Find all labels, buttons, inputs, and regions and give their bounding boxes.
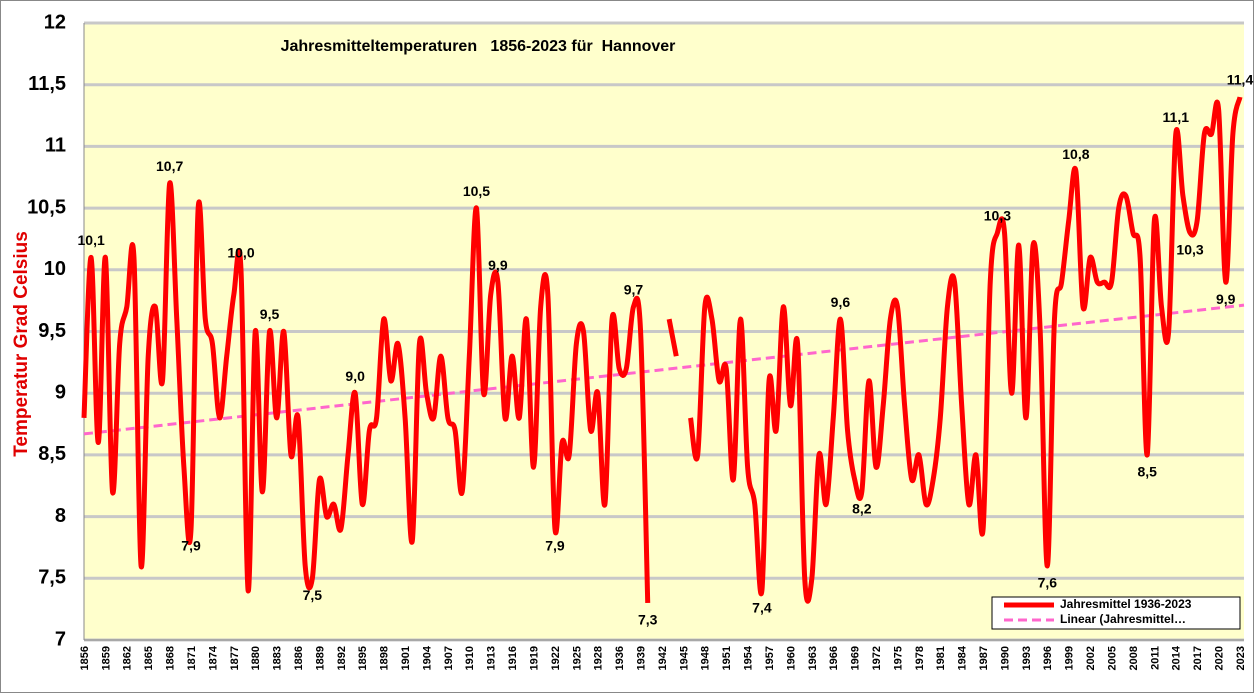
- x-tick-label: 2017: [1192, 646, 1204, 670]
- x-tick-label: 1907: [443, 646, 455, 670]
- legend-label: Linear (Jahresmittel…: [1060, 612, 1186, 626]
- y-tick-label: 10: [44, 258, 66, 280]
- x-tick-label: 1910: [464, 646, 476, 670]
- x-tick-label: 1913: [486, 646, 498, 670]
- data-label: 9,9: [488, 257, 508, 273]
- data-label: 9,5: [260, 306, 280, 322]
- x-tick-label: 2023: [1235, 646, 1247, 670]
- x-tick-label: 2014: [1171, 645, 1183, 670]
- legend-label: Jahresmittel 1936-2023: [1060, 597, 1192, 611]
- data-label: 7,9: [181, 538, 201, 554]
- trend-line: [83, 303, 1245, 436]
- x-tick-label: 1856: [79, 646, 91, 670]
- x-tick-label: 1871: [186, 646, 198, 670]
- data-label: 10,3: [1176, 241, 1203, 257]
- y-tick-label: 9: [55, 381, 66, 403]
- x-tick-label: 1880: [250, 646, 262, 670]
- y-tick-label: 10,5: [27, 196, 66, 218]
- data-label: 7,5: [303, 587, 323, 603]
- data-line: [81, 96, 1243, 604]
- x-tick-label: 1898: [379, 646, 391, 670]
- y-tick-label: 8,5: [38, 443, 66, 465]
- x-tick-label: 1895: [357, 646, 369, 670]
- x-tick-label: 1978: [914, 646, 926, 670]
- x-tick-label: 1957: [764, 646, 776, 670]
- x-tick-label: 2008: [1128, 646, 1140, 670]
- x-tick-label: 1922: [550, 646, 562, 670]
- marks: [81, 96, 1245, 604]
- x-tick-label: 1859: [100, 646, 112, 670]
- x-tick-label: 1993: [1021, 646, 1033, 670]
- x-tick-label: 1990: [999, 646, 1011, 670]
- data-label: 10,3: [984, 207, 1011, 223]
- x-tick-label: 1916: [507, 646, 519, 670]
- data-label: 7,9: [545, 538, 565, 554]
- x-tick-label: 1948: [700, 646, 712, 670]
- x-tick-label: 1939: [635, 646, 647, 670]
- data-label: 10,8: [1062, 146, 1089, 162]
- y-tick-label: 12: [44, 11, 66, 33]
- x-tick-label: 1865: [143, 646, 155, 670]
- x-tick-label: 2020: [1213, 646, 1225, 670]
- x-tick-label: 1945: [678, 646, 690, 670]
- x-tick-label: 1862: [122, 646, 134, 670]
- x-tick-label: 1904: [421, 645, 433, 670]
- legend-box: [991, 596, 1241, 630]
- data-label: 9,0: [345, 368, 365, 384]
- x-tick-label: 1984: [957, 645, 969, 670]
- y-tick-label: 11,5: [28, 73, 66, 95]
- x-tick-label: 1981: [935, 646, 947, 670]
- y-axis-title: Temperatur Grad Celsius: [11, 231, 32, 457]
- x-tick-label: 1942: [657, 646, 669, 670]
- data-label: 9,7: [624, 282, 644, 298]
- data-label: 11,1: [1163, 109, 1190, 125]
- x-tick-label: 1928: [593, 646, 605, 670]
- y-tick-label: 7,5: [38, 567, 66, 589]
- y-tick-label: 7: [55, 628, 66, 650]
- y-tick-label: 11: [45, 135, 66, 157]
- x-tick-label: 1951: [721, 646, 733, 670]
- x-tick-label: 1874: [207, 645, 219, 670]
- y-tick-label: 9,5: [38, 320, 66, 342]
- data-label: 9,6: [831, 294, 851, 310]
- x-tick-label: 2011: [1149, 646, 1161, 670]
- x-tick-label: 1975: [892, 646, 904, 670]
- data-label: 10,5: [463, 183, 490, 199]
- x-tick-label: 1954: [743, 645, 755, 670]
- x-tick-label: 1963: [807, 646, 819, 670]
- x-tick-label: 1868: [165, 646, 177, 670]
- x-tick-label: 1969: [850, 646, 862, 670]
- chart-title: Jahresmitteltemperaturen 1856-2023 für H…: [281, 38, 676, 55]
- data-label: 9,9: [1216, 291, 1236, 307]
- x-tick-label: 1987: [978, 646, 990, 670]
- x-tick-label: 1960: [785, 646, 797, 670]
- x-tick-label: 1889: [314, 646, 326, 670]
- y-tick-label: 8: [55, 505, 66, 527]
- x-tick-label: 1925: [571, 646, 583, 670]
- labels: 7 7,5 8 8,5 9 9,5 10 10,5 11 11,5 12 1856 1859 1862 18…: [27, 11, 1253, 670]
- x-tick-label: 1901: [400, 646, 412, 670]
- data-label: 7,6: [1038, 575, 1058, 591]
- x-tick-label: 1892: [336, 646, 348, 670]
- x-tick-label: 1886: [293, 646, 305, 670]
- data-label: 8,5: [1138, 464, 1158, 480]
- data-label: 10,7: [156, 158, 183, 174]
- x-tick-label: 1883: [272, 646, 284, 670]
- x-tick-label: 2002: [1085, 646, 1097, 670]
- x-tick-label: 1996: [1042, 646, 1054, 670]
- x-tick-label: 2005: [1106, 646, 1118, 670]
- x-tick-label: 1966: [828, 646, 840, 670]
- x-tick-label: 1999: [1064, 646, 1076, 670]
- data-label: 8,2: [852, 501, 872, 517]
- x-tick-label: 1972: [871, 646, 883, 670]
- x-tick-label: 1877: [229, 646, 241, 670]
- data-label: 11,4: [1227, 72, 1254, 88]
- data-label: 10,1: [78, 232, 105, 248]
- x-tick-label: 1919: [528, 646, 540, 670]
- data-label: 7,3: [638, 612, 658, 628]
- data-label: 10,0: [227, 245, 254, 261]
- data-label: 7,4: [752, 599, 772, 615]
- x-tick-label: 1936: [614, 646, 626, 670]
